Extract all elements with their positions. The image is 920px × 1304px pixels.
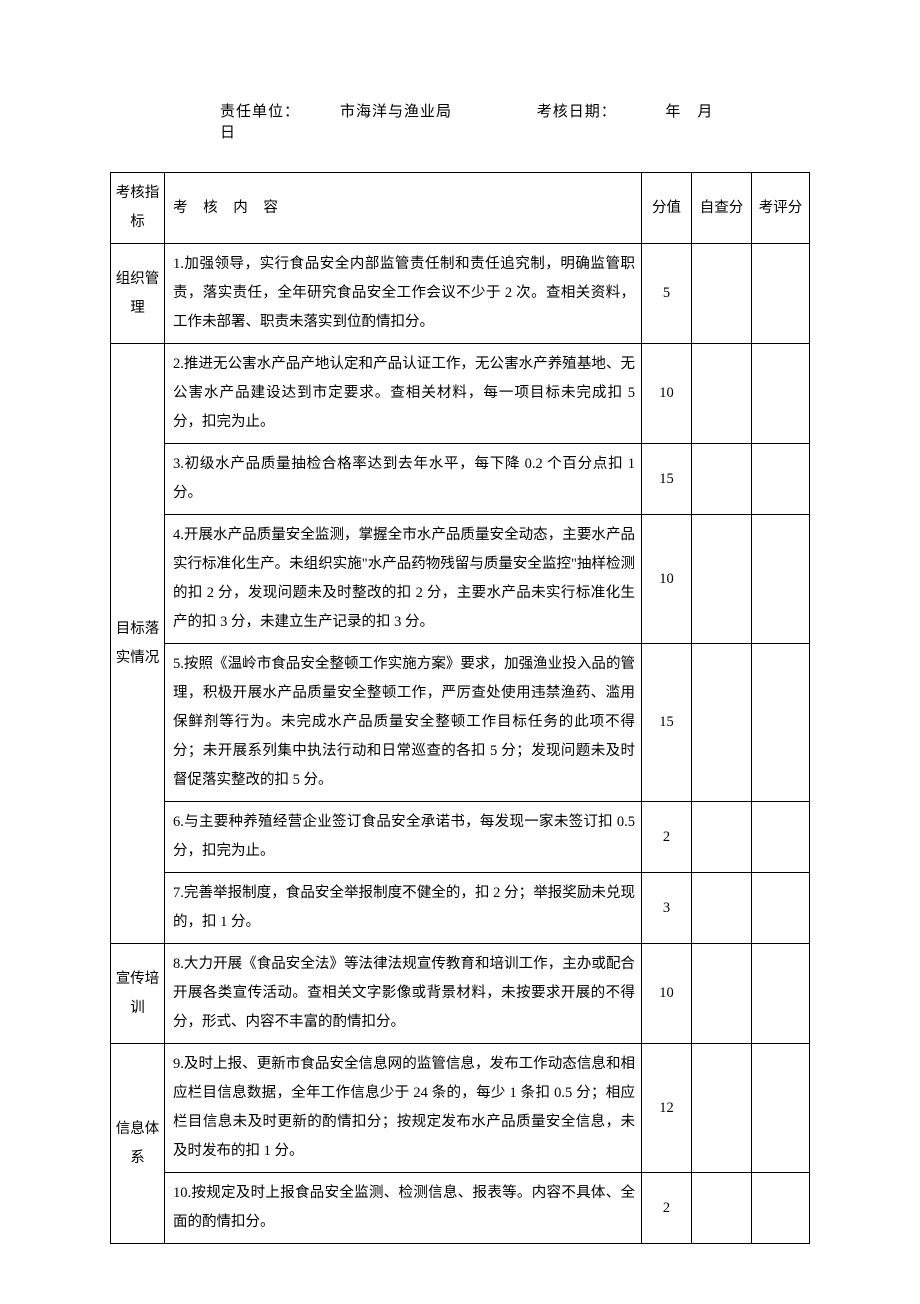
table-header-row: 考核指标 考 核 内 容 分值 自查分 考评分: [111, 173, 810, 244]
score-cell: 10: [642, 515, 692, 644]
eval-score-cell: [752, 244, 810, 344]
score-cell: 2: [642, 1173, 692, 1244]
eval-score-cell: [752, 644, 810, 802]
self-score-cell: [692, 802, 752, 873]
content-cell: 4.开展水产品质量安全监测，掌握全市水产品质量安全动态，主要水产品实行标准化生产…: [165, 515, 642, 644]
indicator-cell: 目标落实情况: [111, 344, 165, 944]
content-cell: 5.按照《温岭市食品安全整顿工作实施方案》要求，加强渔业投入品的管理，积极开展水…: [165, 644, 642, 802]
table-body: 组织管理1.加强领导，实行食品安全内部监管责任制和责任追究制，明确监管职责，落实…: [111, 244, 810, 1244]
eval-score-cell: [752, 444, 810, 515]
self-score-cell: [692, 244, 752, 344]
table-row: 目标落实情况2.推进无公害水产品产地认定和产品认证工作，无公害水产养殖基地、无公…: [111, 344, 810, 444]
content-cell: 10.按规定及时上报食品安全监测、检测信息、报表等。内容不具体、全面的酌情扣分。: [165, 1173, 642, 1244]
col-header-content: 考 核 内 容: [165, 173, 642, 244]
table-row: 6.与主要种养殖经营企业签订食品安全承诺书，每发现一家未签订扣 0.5 分，扣完…: [111, 802, 810, 873]
assessment-table: 考核指标 考 核 内 容 分值 自查分 考评分 组织管理1.加强领导，实行食品安…: [110, 172, 810, 1244]
col-header-score: 分值: [642, 173, 692, 244]
content-cell: 1.加强领导，实行食品安全内部监管责任制和责任追究制，明确监管职责，落实责任，全…: [165, 244, 642, 344]
self-score-cell: [692, 515, 752, 644]
table-row: 4.开展水产品质量安全监测，掌握全市水产品质量安全动态，主要水产品实行标准化生产…: [111, 515, 810, 644]
content-cell: 3.初级水产品质量抽检合格率达到去年水平，每下降 0.2 个百分点扣 1 分。: [165, 444, 642, 515]
self-score-cell: [692, 1173, 752, 1244]
indicator-cell: 信息体系: [111, 1044, 165, 1244]
table-row: 10.按规定及时上报食品安全监测、检测信息、报表等。内容不具体、全面的酌情扣分。…: [111, 1173, 810, 1244]
self-score-cell: [692, 644, 752, 802]
score-cell: 12: [642, 1044, 692, 1173]
self-score-cell: [692, 444, 752, 515]
eval-score-cell: [752, 344, 810, 444]
score-cell: 15: [642, 644, 692, 802]
table-row: 7.完善举报制度，食品安全举报制度不健全的，扣 2 分；举报奖励未兑现的，扣 1…: [111, 873, 810, 944]
indicator-cell: 宣传培训: [111, 944, 165, 1044]
col-header-eval: 考评分: [752, 173, 810, 244]
score-cell: 3: [642, 873, 692, 944]
self-score-cell: [692, 944, 752, 1044]
content-cell: 2.推进无公害水产品产地认定和产品认证工作，无公害水产养殖基地、无公害水产品建设…: [165, 344, 642, 444]
content-cell: 9.及时上报、更新市食品安全信息网的监管信息，发布工作动态信息和相应栏目信息数据…: [165, 1044, 642, 1173]
eval-score-cell: [752, 515, 810, 644]
eval-score-cell: [752, 1044, 810, 1173]
table-row: 5.按照《温岭市食品安全整顿工作实施方案》要求，加强渔业投入品的管理，积极开展水…: [111, 644, 810, 802]
table-row: 3.初级水产品质量抽检合格率达到去年水平，每下降 0.2 个百分点扣 1 分。1…: [111, 444, 810, 515]
eval-score-cell: [752, 873, 810, 944]
col-header-indicator: 考核指标: [111, 173, 165, 244]
content-cell: 6.与主要种养殖经营企业签订食品安全承诺书，每发现一家未签订扣 0.5 分，扣完…: [165, 802, 642, 873]
header-line: 责任单位：市海洋与渔业局 考核日期： 年 月 日: [110, 100, 810, 142]
score-cell: 2: [642, 802, 692, 873]
content-cell: 8.大力开展《食品安全法》等法律法规宣传教育和培训工作，主办或配合开展各类宣传活…: [165, 944, 642, 1044]
table-row: 组织管理1.加强领导，实行食品安全内部监管责任制和责任追究制，明确监管职责，落实…: [111, 244, 810, 344]
eval-score-cell: [752, 944, 810, 1044]
table-row: 宣传培训8.大力开展《食品安全法》等法律法规宣传教育和培训工作，主办或配合开展各…: [111, 944, 810, 1044]
score-cell: 10: [642, 944, 692, 1044]
indicator-cell: 组织管理: [111, 244, 165, 344]
self-score-cell: [692, 873, 752, 944]
self-score-cell: [692, 344, 752, 444]
score-cell: 5: [642, 244, 692, 344]
eval-score-cell: [752, 802, 810, 873]
col-header-self: 自查分: [692, 173, 752, 244]
unit-label: 责任单位：市海洋与渔业局: [220, 104, 492, 120]
self-score-cell: [692, 1044, 752, 1173]
score-cell: 10: [642, 344, 692, 444]
content-cell: 7.完善举报制度，食品安全举报制度不健全的，扣 2 分；举报奖励未兑现的，扣 1…: [165, 873, 642, 944]
table-row: 信息体系9.及时上报、更新市食品安全信息网的监管信息，发布工作动态信息和相应栏目…: [111, 1044, 810, 1173]
score-cell: 15: [642, 444, 692, 515]
eval-score-cell: [752, 1173, 810, 1244]
